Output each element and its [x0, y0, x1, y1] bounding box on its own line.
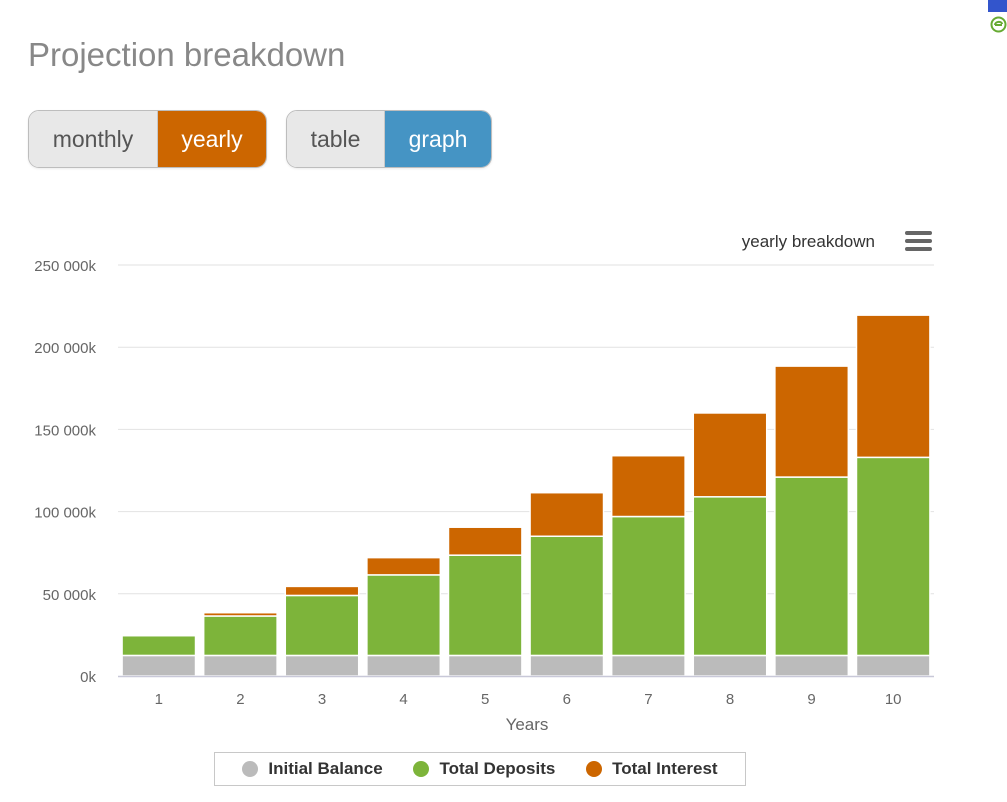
- legend-label-total-interest: Total Interest: [612, 759, 718, 778]
- bar-total-interest[interactable]: [610, 454, 686, 518]
- bar-total-interest[interactable]: [284, 585, 360, 597]
- green-e-icon[interactable]: [990, 16, 1007, 33]
- bar-total-interest[interactable]: [774, 365, 850, 478]
- bar-initial-balance[interactable]: [855, 654, 931, 677]
- bar-initial-balance[interactable]: [692, 654, 768, 677]
- x-tick-label: 4: [399, 691, 407, 708]
- chart-bars: [121, 314, 931, 677]
- bar-initial-balance[interactable]: [447, 654, 523, 677]
- bar-initial-balance[interactable]: [121, 654, 197, 677]
- bar-initial-balance[interactable]: [610, 654, 686, 677]
- legend-dot-total-interest: [586, 761, 603, 777]
- bar-initial-balance[interactable]: [366, 654, 442, 677]
- x-tick-label: 10: [885, 691, 902, 708]
- bar-total-interest[interactable]: [855, 314, 931, 459]
- bar-total-interest[interactable]: [529, 491, 605, 538]
- bar-total-interest[interactable]: [447, 526, 523, 556]
- y-tick-label: 200 000k: [34, 340, 96, 357]
- legend-label-total-deposits: Total Deposits: [439, 759, 556, 778]
- y-tick-label: 100 000k: [34, 505, 96, 522]
- bar-total-deposits[interactable]: [529, 535, 605, 657]
- legend-label-initial-balance: Initial Balance: [268, 759, 383, 778]
- bar-initial-balance[interactable]: [284, 654, 360, 677]
- x-tick-label: 3: [318, 691, 326, 708]
- x-tick-label: 6: [563, 691, 571, 708]
- bar-total-deposits[interactable]: [692, 496, 768, 657]
- chart-axes: 0k 50 000k 100 000k 150 000k 200 000k 250 000…: [34, 258, 934, 708]
- period-toggle: monthly yearly: [28, 110, 267, 168]
- legend-item-total-interest[interactable]: Total Interest: [586, 759, 718, 779]
- bar-total-interest[interactable]: [692, 412, 768, 498]
- chart-title: yearly breakdown: [742, 232, 875, 251]
- legend-dot-total-deposits: [413, 761, 430, 777]
- x-tick-label: 8: [726, 691, 734, 708]
- bar-total-deposits[interactable]: [447, 554, 523, 657]
- legend-item-initial-balance[interactable]: Initial Balance: [242, 759, 383, 779]
- graph-button[interactable]: graph: [385, 111, 491, 167]
- x-tick-label: 1: [155, 691, 163, 708]
- bar-total-deposits[interactable]: [366, 574, 442, 657]
- x-tick-label: 2: [236, 691, 244, 708]
- monthly-button[interactable]: monthly: [29, 111, 158, 167]
- y-tick-label: 250 000k: [34, 258, 96, 275]
- corner-blue-tab: [988, 0, 1007, 12]
- page-title: Projection breakdown: [28, 36, 346, 73]
- bar-total-deposits[interactable]: [202, 615, 278, 657]
- x-tick-label: 7: [644, 691, 652, 708]
- legend-dot-initial-balance: [242, 761, 259, 777]
- bar-total-deposits[interactable]: [855, 456, 931, 657]
- hamburger-menu-icon[interactable]: [905, 231, 932, 252]
- view-toggle: table graph: [286, 110, 492, 168]
- x-axis-label: Years: [506, 715, 549, 734]
- y-tick-label: 0k: [80, 669, 96, 686]
- y-tick-label: 50 000k: [43, 587, 97, 604]
- x-tick-label: 5: [481, 691, 489, 708]
- table-button[interactable]: table: [287, 111, 385, 167]
- bar-total-interest[interactable]: [202, 611, 278, 617]
- x-tick-label: 9: [807, 691, 815, 708]
- bar-initial-balance[interactable]: [774, 654, 850, 677]
- y-tick-label: 150 000k: [34, 422, 96, 439]
- bar-total-deposits[interactable]: [121, 634, 197, 657]
- bar-total-deposits[interactable]: [284, 594, 360, 657]
- legend-item-total-deposits[interactable]: Total Deposits: [413, 759, 555, 779]
- chart-legend: Initial Balance Total Deposits Total Int…: [214, 752, 746, 786]
- bar-initial-balance[interactable]: [202, 654, 278, 677]
- bar-total-deposits[interactable]: [610, 515, 686, 657]
- bar-initial-balance[interactable]: [529, 654, 605, 677]
- bar-total-interest[interactable]: [366, 556, 442, 576]
- yearly-button[interactable]: yearly: [158, 111, 266, 167]
- bar-total-deposits[interactable]: [774, 476, 850, 657]
